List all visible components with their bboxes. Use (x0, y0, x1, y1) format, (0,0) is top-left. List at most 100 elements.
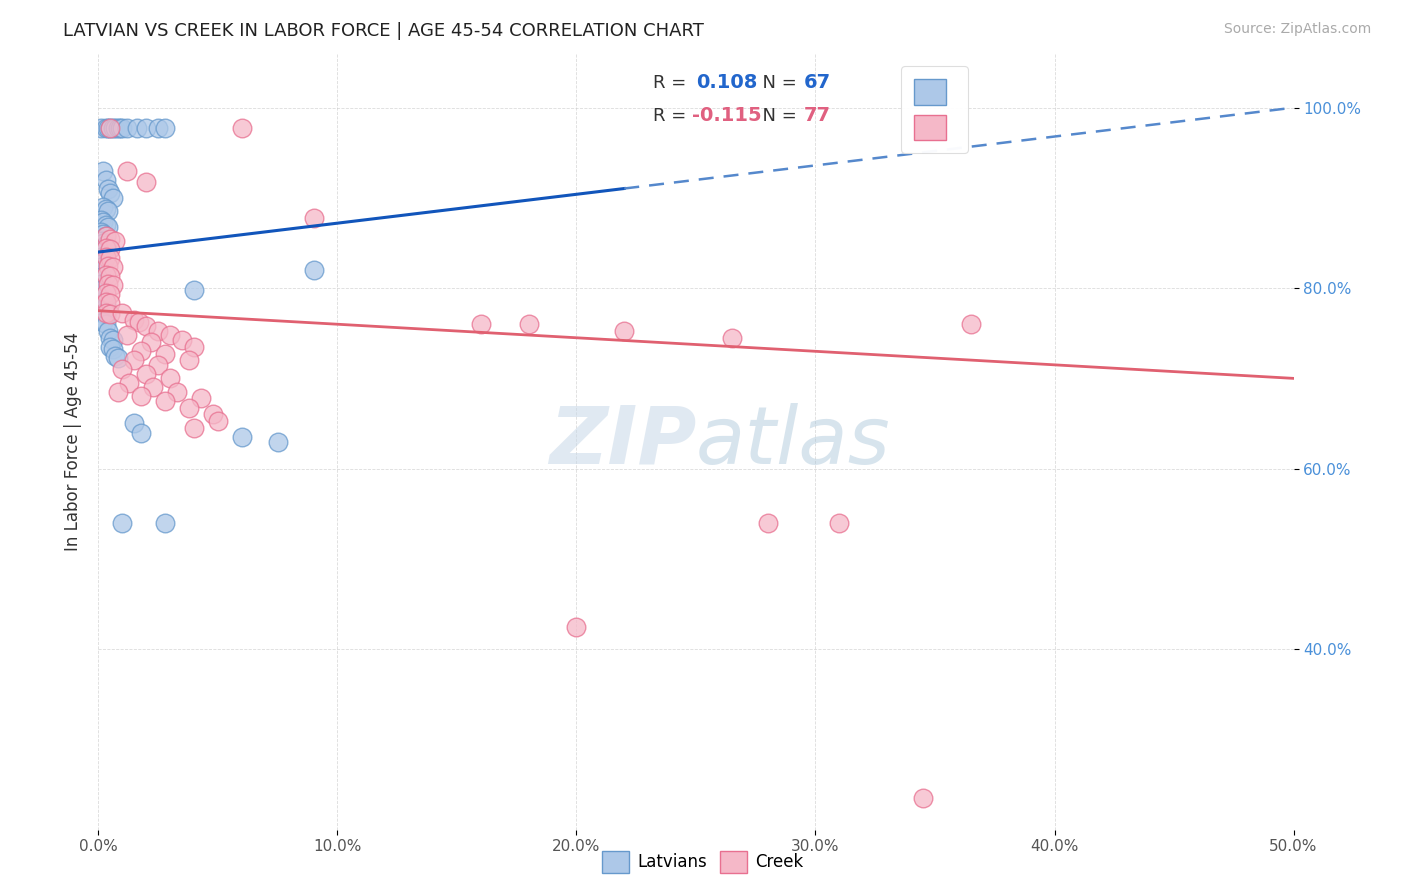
Point (124, 417, 146, 431)
Text: atlas: atlas (696, 402, 891, 481)
Point (183, 283, 205, 297)
Point (91, 252, 114, 266)
Point (159, 328, 181, 343)
Point (98, 243, 122, 257)
Point (231, 430, 253, 444)
Point (179, 353, 201, 368)
Point (90, 120, 112, 135)
Point (90, 263, 112, 277)
Point (202, 408, 225, 422)
Point (111, 120, 134, 135)
Point (91, 215, 114, 229)
Point (94, 305, 117, 319)
Y-axis label: In Labor Force | Age 45-54: In Labor Force | Age 45-54 (63, 332, 82, 551)
Point (94, 299, 117, 313)
Point (470, 317, 492, 331)
Point (101, 191, 124, 205)
Legend: Latvians, Creek: Latvians, Creek (596, 845, 810, 880)
Text: ZIP: ZIP (548, 402, 696, 481)
Point (98, 120, 122, 135)
Point (98, 296, 122, 310)
Point (131, 425, 153, 440)
Text: Source: ZipAtlas.com: Source: ZipAtlas.com (1223, 22, 1371, 37)
Point (104, 234, 127, 248)
Point (159, 371, 181, 385)
Point (101, 333, 124, 347)
Point (183, 340, 205, 354)
Point (302, 211, 325, 225)
Point (97, 324, 120, 338)
Point (90, 250, 112, 264)
Point (94, 237, 117, 252)
Point (135, 319, 157, 334)
Point (97, 219, 120, 234)
Point (142, 380, 165, 394)
Point (517, 317, 540, 331)
Point (115, 120, 138, 135)
Point (98, 340, 122, 354)
Point (90, 270, 112, 285)
Point (101, 342, 124, 356)
Point (721, 331, 744, 345)
Point (959, 317, 981, 331)
Point (115, 328, 138, 343)
Legend: , : , (901, 66, 967, 153)
Point (118, 376, 141, 390)
Point (155, 516, 177, 530)
Text: 67: 67 (804, 73, 831, 93)
Point (111, 362, 134, 376)
Point (98, 186, 122, 201)
Point (107, 384, 129, 399)
Point (179, 401, 201, 416)
Point (90, 213, 112, 227)
Point (111, 516, 134, 530)
Point (135, 175, 157, 189)
Point (267, 434, 290, 449)
Point (139, 335, 162, 350)
Point (104, 349, 127, 363)
Text: N =: N = (751, 74, 803, 93)
Point (828, 516, 851, 530)
Point (183, 421, 205, 435)
Point (90, 225, 112, 239)
Point (91, 244, 114, 259)
Point (98, 269, 122, 284)
Point (94, 120, 117, 135)
Point (91, 296, 114, 310)
Point (91, 200, 114, 214)
Point (98, 287, 122, 301)
Point (135, 120, 157, 135)
Point (613, 325, 636, 339)
Point (91, 164, 114, 178)
Point (231, 120, 253, 135)
Point (131, 389, 153, 403)
Point (94, 218, 117, 232)
Point (101, 120, 124, 135)
Point (135, 367, 157, 381)
Point (111, 305, 134, 319)
Text: -0.115: -0.115 (692, 106, 762, 125)
Point (302, 263, 325, 277)
Point (565, 619, 588, 633)
Point (98, 120, 122, 135)
Point (108, 120, 131, 135)
Point (94, 268, 117, 282)
Text: LATVIAN VS CREEK IN LABOR FORCE | AGE 45-54 CORRELATION CHART: LATVIAN VS CREEK IN LABOR FORCE | AGE 45… (63, 22, 704, 40)
Point (148, 120, 170, 135)
Point (94, 228, 117, 243)
Point (101, 278, 124, 293)
Point (90, 283, 112, 297)
Point (125, 120, 148, 135)
Point (155, 120, 177, 135)
Point (207, 414, 229, 428)
Text: 77: 77 (804, 106, 831, 125)
Point (90, 290, 112, 304)
Point (94, 294, 117, 309)
Text: N =: N = (751, 107, 803, 125)
Point (91, 235, 114, 250)
Text: R =: R = (652, 74, 692, 93)
Point (131, 344, 153, 359)
Point (94, 317, 117, 331)
Point (90, 277, 112, 291)
Point (94, 228, 117, 243)
